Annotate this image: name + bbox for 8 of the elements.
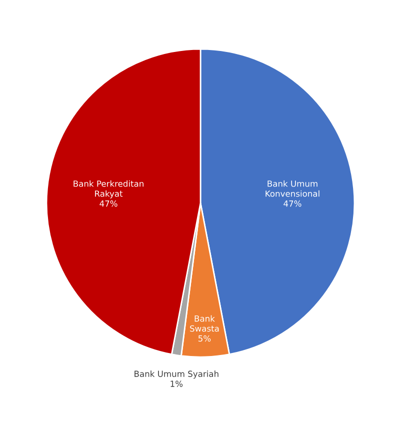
data-label: 47% [100,200,118,207]
slice-label: Bank Umum Konvensional [266,180,320,197]
data-label: 5% [198,335,211,342]
data-label: 1% [170,380,183,387]
slice-label: Bank Swasta [190,315,219,332]
slice-label: Bank Umum Syariah [134,370,218,379]
data-label: 47% [284,200,302,207]
slice-label: Bank Perkreditan Rakyat [74,180,144,198]
